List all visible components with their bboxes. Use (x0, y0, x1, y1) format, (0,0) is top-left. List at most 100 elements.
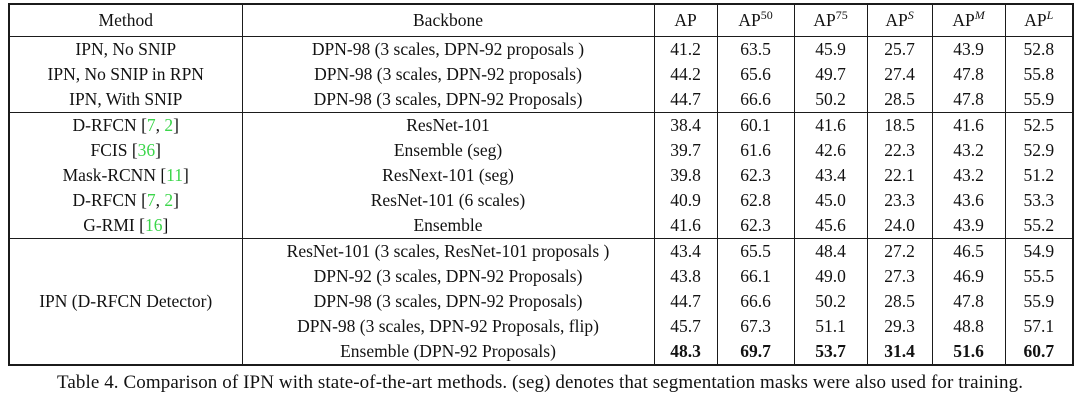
method-label: Mask-RCNN (62, 164, 156, 185)
metric-value-cell: 27.2 (866, 238, 933, 264)
metric-value-cell: 43.9 (931, 36, 1006, 62)
citation-link[interactable]: 36 (137, 139, 156, 160)
metric-value-cell: 62.3 (716, 213, 795, 239)
metric-value-cell: 27.4 (866, 62, 933, 87)
metric-value-cell: 67.3 (716, 314, 795, 339)
method-cell: Mask-RCNN [11] (8, 163, 243, 188)
citation-link[interactable]: 11 (166, 164, 184, 185)
metric-value-cell: 40.9 (653, 188, 718, 213)
method-cell: G-RMI [16] (8, 213, 243, 239)
metric-value-cell: 44.2 (653, 62, 718, 87)
table-caption: Table 4. Comparison of IPN with state-of… (56, 372, 1024, 393)
backbone-cell: ResNext-101 (seg) (241, 163, 655, 188)
metric-value-cell: 27.3 (866, 264, 933, 289)
metric-value-cell: 43.4 (793, 163, 868, 188)
metric-sup-label: S (907, 7, 914, 22)
metric-value-cell: 53.7 (793, 339, 868, 365)
metric-base-label: AP (885, 9, 908, 30)
table-head: Method Backbone AP AP50 AP75 APS APM APL (8, 4, 1074, 37)
metric-value-cell: 24.0 (866, 213, 933, 239)
metric-value-cell: 41.6 (793, 112, 868, 138)
metric-value-cell: 50.2 (793, 289, 868, 314)
table-section: D-RFCN [7, 2] ResNet-101 38.4 60.1 41.6 18.5 4… (8, 112, 1074, 239)
backbone-cell: DPN-98 (3 scales, DPN-92 Proposals, flip… (241, 314, 655, 339)
backbone-cell: Ensemble (seg) (241, 138, 655, 163)
metric-value-cell: 39.7 (653, 138, 718, 163)
metric-sup-label: 75 (835, 7, 848, 22)
method-label: FCIS (90, 139, 128, 160)
col-header-metric: APL (1004, 4, 1074, 37)
metric-value-cell: 54.9 (1004, 238, 1074, 264)
metric-value-cell: 22.1 (866, 163, 933, 188)
metric-value-cell: 46.9 (931, 264, 1006, 289)
metric-value-cell: 47.8 (931, 62, 1006, 87)
table-row: D-RFCN [7, 2] ResNet-101 (6 scales) 40.9 62… (8, 188, 1074, 213)
citation-link[interactable]: 7 (146, 114, 156, 135)
metric-value-cell: 61.6 (716, 138, 795, 163)
method-label: D-RFCN (72, 114, 137, 135)
metric-value-cell: 52.9 (1004, 138, 1074, 163)
citation-link[interactable]: 2 (164, 189, 174, 210)
metric-value-cell: 49.0 (793, 264, 868, 289)
metric-value-cell: 52.5 (1004, 112, 1074, 138)
results-table: Method Backbone AP AP50 AP75 APS APM APL IPN, N… (8, 3, 1074, 366)
metric-base-label: AP (1024, 9, 1047, 30)
metric-value-cell: 45.6 (793, 213, 868, 239)
method-label: G-RMI (83, 214, 135, 235)
metric-value-cell: 60.1 (716, 112, 795, 138)
metric-value-cell: 53.3 (1004, 188, 1074, 213)
metric-value-cell: 55.5 (1004, 264, 1074, 289)
metric-value-cell: 55.2 (1004, 213, 1074, 239)
metric-value-cell: 43.8 (653, 264, 718, 289)
citation-link[interactable]: 16 (144, 214, 163, 235)
metric-value-cell: 43.4 (653, 238, 718, 264)
metric-value-cell: 51.1 (793, 314, 868, 339)
table-row: IPN (D-RFCN Detector) ResNet-101 (3 scale… (8, 238, 1074, 365)
metric-value-cell: 49.7 (793, 62, 868, 87)
method-label: D-RFCN (72, 189, 137, 210)
metric-value-cell: 45.7 (653, 314, 718, 339)
metric-value-cell: 22.3 (866, 138, 933, 163)
metric-value-cell: 66.1 (716, 264, 795, 289)
metric-sup-label: M (974, 7, 985, 22)
metric-value-cell: 55.8 (1004, 62, 1074, 87)
method-label: IPN, No SNIP (75, 38, 177, 59)
metric-sup-label: L (1046, 7, 1054, 22)
metric-value-cell: 57.1 (1004, 314, 1074, 339)
metric-value-cell: 41.2 (653, 36, 718, 62)
method-label: IPN, With SNIP (69, 88, 183, 109)
metric-base-label: AP (738, 9, 761, 30)
metric-value-cell: 65.6 (716, 62, 795, 87)
backbone-cell: ResNet-101 (3 scales, ResNet-101 proposa… (241, 238, 655, 264)
table-row: D-RFCN [7, 2] ResNet-101 38.4 60.1 41.6 18.5 4… (8, 112, 1074, 138)
metric-value-cell: 39.8 (653, 163, 718, 188)
method-label: IPN, No SNIP in RPN (47, 63, 204, 84)
metric-value-cell: 43.2 (931, 138, 1006, 163)
metric-value-cell: 50.2 (793, 87, 868, 113)
metric-value-cell: 69.7 (716, 339, 795, 365)
metric-value-cell: 47.8 (931, 289, 1006, 314)
method-cell: D-RFCN [7, 2] (8, 112, 243, 138)
metric-value-cell: 62.3 (716, 163, 795, 188)
backbone-cell: ResNet-101 (241, 112, 655, 138)
metric-value-cell: 66.6 (716, 289, 795, 314)
metric-value-cell: 46.5 (931, 238, 1006, 264)
col-header-metric: APS (866, 4, 933, 37)
citation-link[interactable]: 7 (146, 189, 156, 210)
metric-value-cell: 60.7 (1004, 339, 1074, 365)
col-header-metric: APM (931, 4, 1006, 37)
col-header-backbone: Backbone (241, 4, 655, 37)
citation-link[interactable]: 2 (164, 114, 174, 135)
backbone-cell: DPN-98 (3 scales, DPN-92 Proposals) (241, 289, 655, 314)
metric-value-cell: 45.9 (793, 36, 868, 62)
metric-base-label: AP (813, 9, 836, 30)
method-cell: IPN, With SNIP (8, 87, 243, 113)
header-row: Method Backbone AP AP50 AP75 APS APM APL (8, 4, 1074, 37)
metric-value-cell: 62.8 (716, 188, 795, 213)
method-cell: FCIS [36] (8, 138, 243, 163)
backbone-cell: DPN-98 (3 scales, DPN-92 proposals) (241, 62, 655, 87)
metric-sup-label: 50 (760, 7, 773, 22)
table-row: FCIS [36] Ensemble (seg) 39.7 61.6 42.6 22.3 4… (8, 138, 1074, 163)
metric-value-cell: 44.7 (653, 289, 718, 314)
metric-value-cell: 48.8 (931, 314, 1006, 339)
